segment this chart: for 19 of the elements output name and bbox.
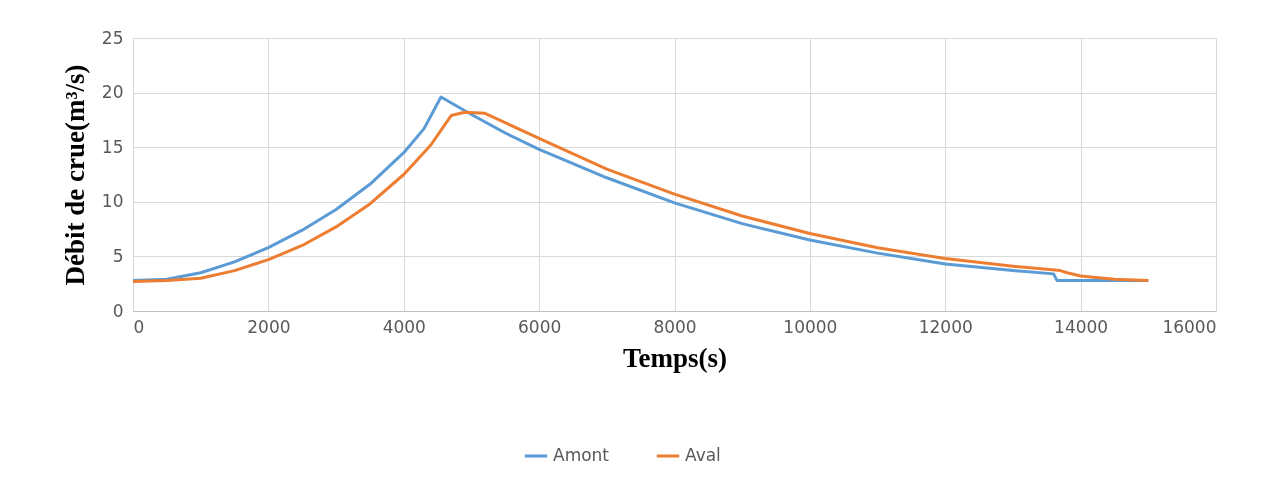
y-tick-label: 0	[112, 300, 124, 321]
y-tick-label: 20	[101, 82, 124, 103]
y-tick-label: 25	[101, 27, 124, 48]
y-tick-label: 10	[101, 191, 124, 212]
x-tick-label: 2000	[247, 316, 291, 337]
x-tick-label: 6000	[517, 316, 562, 337]
x-tick-label: 4000	[382, 316, 426, 337]
x-tick-label: 12000	[918, 316, 973, 337]
x-axis-title: Temps(s)	[622, 342, 728, 373]
legend-label: Aval	[685, 445, 721, 465]
x-tick-label: 10000	[783, 316, 838, 337]
y-axis-title: Débit de crue(m³/s)	[59, 64, 90, 286]
x-tick-label: 0	[133, 316, 145, 337]
y-tick-label: 15	[101, 136, 124, 157]
legend-label: Amont	[553, 445, 610, 465]
y-tick-label: 5	[112, 245, 124, 266]
x-tick-label: 14000	[1054, 316, 1109, 337]
x-tick-label: 16000	[1162, 316, 1217, 337]
x-tick-label: 8000	[653, 316, 697, 337]
